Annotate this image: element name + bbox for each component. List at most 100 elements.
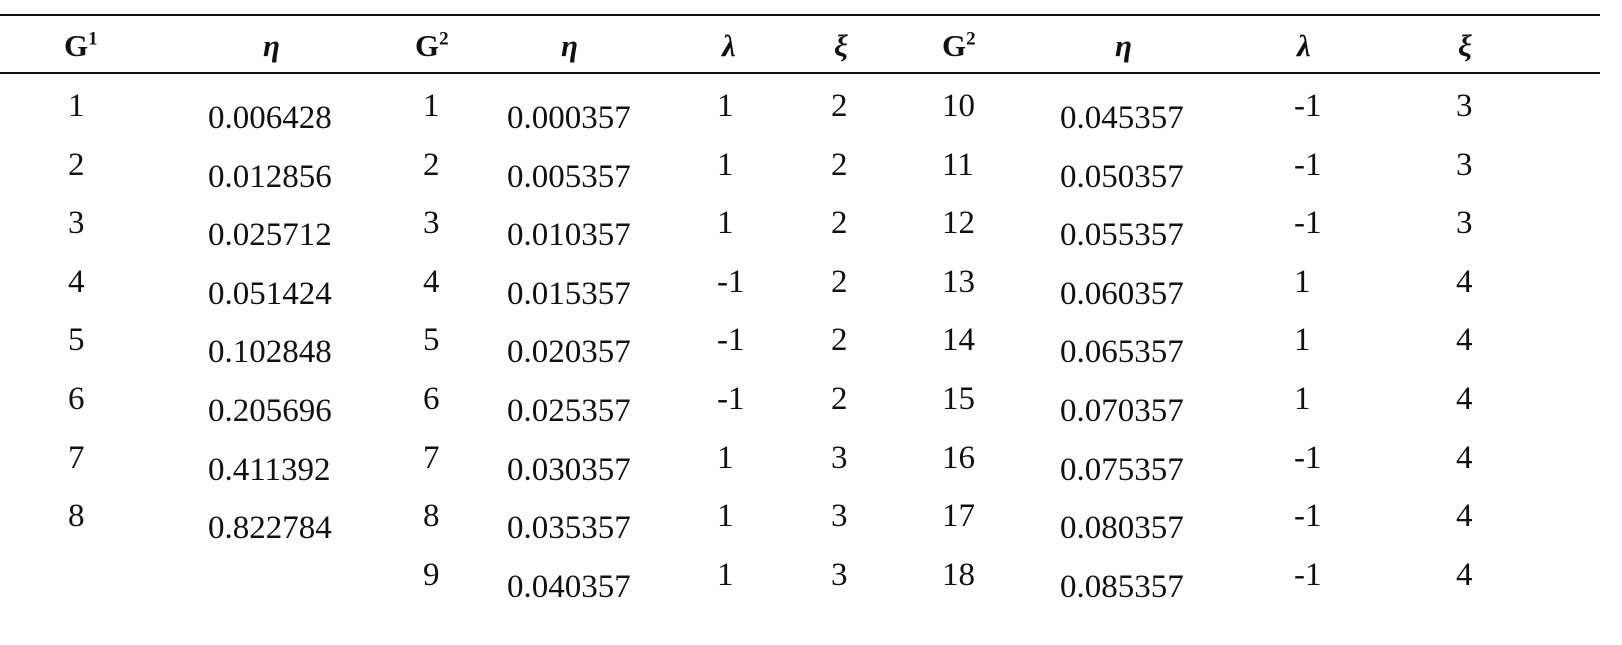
- cell-eta-3: 0.080357: [1060, 510, 1184, 547]
- cell-lambda-2: -1: [1294, 498, 1322, 535]
- cell-g2-a: 7: [423, 439, 440, 476]
- cell-xi-2: 3: [1456, 205, 1473, 242]
- cell-g2-b: 12: [942, 205, 975, 242]
- cell-xi-2: 4: [1456, 439, 1473, 476]
- cell-eta-1: 0.102848: [208, 334, 332, 371]
- cell-eta-2: 0.005357: [507, 158, 631, 195]
- cell-g2-b: 16: [942, 439, 975, 476]
- cell-eta-1: 0.205696: [208, 393, 332, 429]
- cell-lambda-1: -1: [717, 263, 745, 300]
- cell-xi-1: 2: [831, 88, 848, 124]
- cell-lambda-2: 1: [1294, 322, 1311, 359]
- cell-g1: 1: [68, 88, 85, 124]
- cell-lambda-2: -1: [1294, 205, 1322, 242]
- header-xi-2: ξ: [1458, 28, 1472, 63]
- header-g2-a: G2: [415, 28, 449, 63]
- cell-g2-b: 14: [942, 322, 975, 359]
- header-g2-b: G2: [942, 28, 976, 63]
- cell-eta-1: 0.822784: [208, 510, 332, 547]
- cell-eta-2: 0.015357: [507, 275, 631, 312]
- table-top-rule: [0, 14, 1600, 16]
- cell-lambda-1: 1: [717, 498, 734, 535]
- cell-g1: 8: [68, 498, 85, 535]
- header-eta-1: η: [263, 28, 281, 63]
- cell-eta-1: 0.006428: [208, 100, 332, 136]
- cell-xi-2: 4: [1456, 498, 1473, 535]
- cell-xi-1: 2: [831, 322, 848, 359]
- table-header-rule: [0, 72, 1600, 74]
- cell-g1: 2: [68, 146, 85, 183]
- cell-eta-2: 0.035357: [507, 510, 631, 547]
- cell-xi-2: 4: [1456, 381, 1473, 417]
- cell-g1: 4: [68, 263, 85, 300]
- cell-g2-b: 15: [942, 381, 975, 417]
- cell-lambda-2: -1: [1294, 88, 1322, 124]
- cell-eta-3: 0.045357: [1060, 100, 1184, 136]
- cell-eta-2: 0.020357: [507, 334, 631, 371]
- cell-eta-1: 0.051424: [208, 275, 332, 312]
- cell-g2-a: 5: [423, 322, 440, 359]
- cell-lambda-1: -1: [717, 322, 745, 359]
- cell-lambda-1: 1: [717, 88, 734, 124]
- cell-xi-1: 3: [831, 498, 848, 535]
- cell-xi-2: 4: [1456, 556, 1473, 593]
- header-lambda-1: λ: [722, 28, 736, 63]
- cell-xi-2: 4: [1456, 322, 1473, 359]
- cell-eta-3: 0.070357: [1060, 393, 1184, 429]
- cell-eta-3: 0.085357: [1060, 568, 1184, 605]
- cell-xi-2: 3: [1456, 88, 1473, 124]
- cell-eta-2: 0.000357: [507, 100, 631, 136]
- cell-eta-3: 0.060357: [1060, 275, 1184, 312]
- cell-xi-1: 3: [831, 439, 848, 476]
- cell-eta-3: 0.075357: [1060, 451, 1184, 488]
- cell-lambda-2: -1: [1294, 556, 1322, 593]
- cell-g2-b: 10: [942, 88, 975, 124]
- cell-g2-a: 8: [423, 498, 440, 535]
- cell-g2-a: 2: [423, 146, 440, 183]
- cell-g2-b: 11: [942, 146, 974, 183]
- header-eta-3: η: [1115, 28, 1133, 63]
- header-eta-2: η: [561, 28, 579, 63]
- header-lambda-2: λ: [1297, 28, 1311, 63]
- cell-g2-b: 13: [942, 263, 975, 300]
- cell-g2-b: 17: [942, 498, 975, 535]
- cell-eta-1: 0.025712: [208, 217, 332, 254]
- cell-lambda-1: 1: [717, 439, 734, 476]
- cell-eta-3: 0.065357: [1060, 334, 1184, 371]
- cell-eta-2: 0.025357: [507, 393, 631, 429]
- cell-xi-1: 2: [831, 381, 848, 417]
- cell-lambda-2: -1: [1294, 146, 1322, 183]
- cell-lambda-1: 1: [717, 556, 734, 593]
- cell-eta-1: 0.411392: [208, 451, 331, 488]
- cell-g1: 7: [68, 439, 85, 476]
- cell-g1: 6: [68, 381, 85, 417]
- cell-g2-a: 4: [423, 263, 440, 300]
- cell-xi-1: 2: [831, 263, 848, 300]
- cell-eta-2: 0.040357: [507, 568, 631, 605]
- cell-xi-1: 2: [831, 205, 848, 242]
- cell-xi-2: 3: [1456, 146, 1473, 183]
- cell-g2-a: 9: [423, 556, 440, 593]
- cell-xi-1: 3: [831, 556, 848, 593]
- header-g1: G1: [64, 28, 98, 63]
- cell-g2-a: 1: [423, 88, 440, 124]
- cell-eta-2: 0.030357: [507, 451, 631, 488]
- cell-lambda-1: 1: [717, 205, 734, 242]
- cell-eta-1: 0.012856: [208, 158, 332, 195]
- cell-lambda-2: -1: [1294, 439, 1322, 476]
- cell-g2-a: 6: [423, 381, 440, 417]
- cell-xi-1: 2: [831, 146, 848, 183]
- cell-lambda-1: 1: [717, 146, 734, 183]
- cell-xi-2: 4: [1456, 263, 1473, 300]
- cell-eta-3: 0.055357: [1060, 217, 1184, 254]
- cell-eta-2: 0.010357: [507, 217, 631, 254]
- cell-g2-a: 3: [423, 205, 440, 242]
- cell-eta-3: 0.050357: [1060, 158, 1184, 195]
- cell-lambda-2: 1: [1294, 263, 1311, 300]
- cell-g1: 5: [68, 322, 85, 359]
- header-xi-1: ξ: [834, 28, 848, 63]
- cell-lambda-1: -1: [717, 381, 745, 417]
- cell-g1: 3: [68, 205, 85, 242]
- cell-lambda-2: 1: [1294, 381, 1311, 417]
- cell-g2-b: 18: [942, 556, 975, 593]
